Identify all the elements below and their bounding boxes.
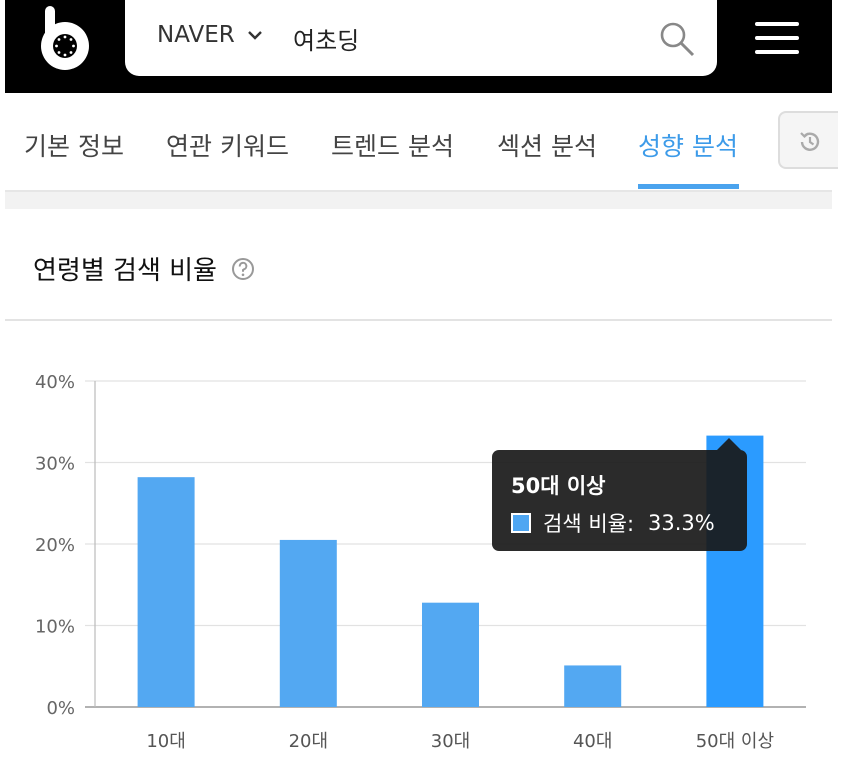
x-tick-label: 10대 [146,731,185,752]
section-header: 연령별 검색 비율 [33,250,255,287]
tab-section-analysis[interactable]: 섹션 분석 [497,132,597,161]
x-tick-label: 20대 [289,731,328,752]
bar[interactable] [564,665,622,707]
tooltip-value: 33.3% [648,511,715,535]
x-tick-label: 40대 [573,731,612,752]
y-tick-label: 40% [35,372,75,393]
tooltip-row: 검색 비율: 33.3% [511,508,715,538]
tooltip-title: 50대 이상 [511,474,606,498]
logo-icon[interactable] [40,6,94,72]
search-input[interactable]: 여초딩 [293,27,360,55]
y-tick-label: 20% [35,535,75,556]
top-bar: NAVER 여초딩 [5,0,832,93]
tooltip-swatch [511,513,531,533]
x-tick-label: 30대 [431,731,470,752]
tooltip-arrow [717,438,741,450]
history-icon [800,132,820,151]
chevron-down-icon [247,31,262,40]
bar[interactable] [279,539,337,707]
tab-tendency-analysis[interactable]: 성향 분석 [638,132,738,161]
search-engine-select[interactable]: NAVER [157,22,263,48]
hamburger-menu-icon[interactable] [755,20,799,56]
chart-tooltip: 50대 이상 검색 비율: 33.3% [492,450,747,551]
y-tick-label: 30% [35,454,75,475]
tab-trend-analysis[interactable]: 트렌드 분석 [331,132,454,161]
active-tab-indicator [638,184,739,189]
x-tick-label: 50대 이상 [696,731,774,752]
search-box[interactable]: NAVER 여초딩 [125,0,717,76]
bar[interactable] [422,602,479,707]
section-separator [5,192,832,209]
section-divider [5,319,832,321]
age-search-ratio-chart: 0% 10% 20% 30% 40% 10대 20대 30대 40대 50대 이상 [35,372,806,752]
tab-basic-info[interactable]: 기본 정보 [24,132,124,161]
section-title: 연령별 검색 비율 [33,256,217,286]
search-engine-label: NAVER [157,22,235,48]
tab-related-keywords[interactable]: 연관 키워드 [166,132,289,161]
search-icon[interactable] [658,20,696,58]
y-tick-label: 0% [46,698,75,719]
tab-bar: 기본 정보 연관 키워드 트렌드 분석 섹션 분석 성향 분석 [5,93,838,192]
bar[interactable] [137,477,195,707]
history-button[interactable] [778,111,838,169]
tooltip-label: 검색 비율: [543,512,635,536]
help-icon[interactable] [231,257,255,281]
y-tick-label: 10% [35,617,75,638]
